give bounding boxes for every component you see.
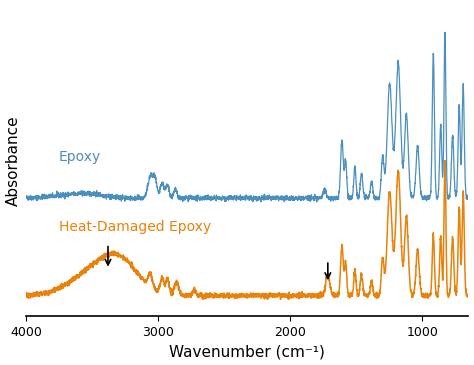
Y-axis label: Absorbance: Absorbance bbox=[6, 116, 20, 206]
X-axis label: Wavenumber (cm⁻¹): Wavenumber (cm⁻¹) bbox=[169, 345, 325, 360]
Text: Heat-Damaged Epoxy: Heat-Damaged Epoxy bbox=[59, 220, 211, 234]
Text: Epoxy: Epoxy bbox=[59, 150, 101, 164]
